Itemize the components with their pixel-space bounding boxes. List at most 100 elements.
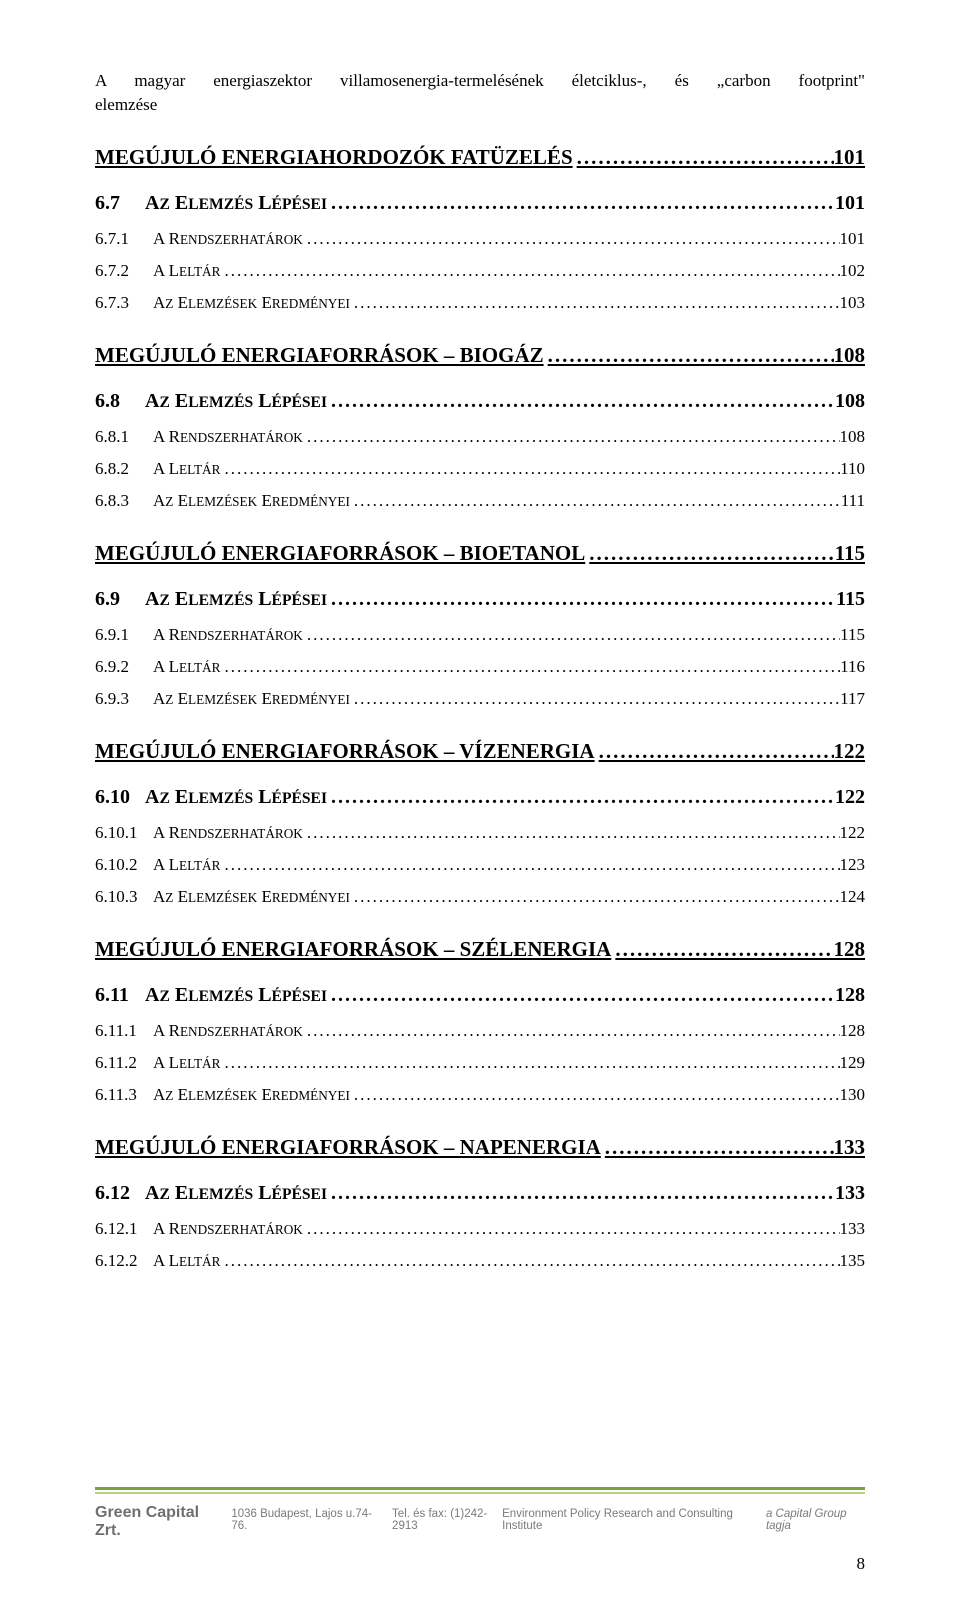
toc-number: 6.11 xyxy=(95,984,145,1007)
toc-number: 6.10.1 xyxy=(95,823,153,843)
toc-page-number: 135 xyxy=(840,1251,866,1271)
toc-page-number: 133 xyxy=(840,1219,866,1239)
toc-number: 6.7.1 xyxy=(95,229,153,249)
toc-page-number: 115 xyxy=(840,625,865,645)
toc-label: MEGÚJULÓ ENERGIAFORRÁSOK – NAPENERGIA xyxy=(95,1135,601,1160)
toc-title: A leltár xyxy=(153,1251,220,1270)
toc-number: 6.10.2 xyxy=(95,855,153,875)
toc-number: 6.10.3 xyxy=(95,887,153,907)
toc-leader-dots xyxy=(303,823,840,843)
page-number: 8 xyxy=(857,1554,866,1574)
toc-leader-dots xyxy=(220,1251,839,1271)
toc-subsection: 6.8.2A leltár 110 xyxy=(95,459,865,479)
toc-label: 6.7Az elemzés lépései xyxy=(95,192,327,215)
toc-page-number: 130 xyxy=(840,1085,866,1105)
toc-leader-dots xyxy=(327,588,836,611)
footer-text-line: Green Capital Zrt. 1036 Budapest, Lajos … xyxy=(95,1504,865,1540)
toc-page-number: 101 xyxy=(835,192,865,215)
toc-label: 6.8.1A rendszerhatárok xyxy=(95,427,303,447)
toc-leader-dots xyxy=(327,786,835,809)
toc-page-number: 116 xyxy=(840,657,865,677)
toc-number: 6.11.1 xyxy=(95,1021,153,1041)
toc-label: 6.11Az elemzés lépései xyxy=(95,984,327,1007)
toc-leader-dots xyxy=(220,1053,839,1073)
toc-number: 6.11.3 xyxy=(95,1085,153,1105)
toc-leader-dots xyxy=(585,541,834,566)
toc-subsection: 6.10.1A rendszerhatárok 122 xyxy=(95,823,865,843)
toc-leader-dots xyxy=(220,261,839,281)
toc-leader-dots xyxy=(303,625,840,645)
toc-page-number: 110 xyxy=(840,459,865,479)
toc-heading: MEGÚJULÓ ENERGIAFORRÁSOK – BIOGÁZ 108 xyxy=(95,343,865,368)
footer-tel: Tel. és fax: (1)242-2913 xyxy=(392,1508,502,1532)
toc-leader-dots xyxy=(611,937,833,962)
toc-page-number: 111 xyxy=(841,491,865,511)
toc-leader-dots xyxy=(303,1021,840,1041)
toc-subsection: 6.12.1A rendszerhatárok 133 xyxy=(95,1219,865,1239)
toc-subsection: 6.10.3Az elemzések eredményei124 xyxy=(95,887,865,907)
toc-label: 6.7.1A rendszerhatárok xyxy=(95,229,303,249)
toc-leader-dots xyxy=(220,657,840,677)
toc-number: 6.9.1 xyxy=(95,625,153,645)
toc-label: 6.11.2A leltár xyxy=(95,1053,220,1073)
toc-label: MEGÚJULÓ ENERGIAFORRÁSOK – VÍZENERGIA xyxy=(95,739,595,764)
toc-title: Az elemzés lépései xyxy=(145,1182,327,1204)
toc-number: 6.12.2 xyxy=(95,1251,153,1271)
toc-leader-dots xyxy=(303,427,840,447)
toc-number: 6.12.1 xyxy=(95,1219,153,1239)
toc-title: Az elemzés lépései xyxy=(145,588,327,610)
toc-number: 6.9.3 xyxy=(95,689,153,709)
toc-leader-dots xyxy=(327,984,835,1007)
toc-leader-dots xyxy=(544,343,834,368)
toc-number: 6.11.2 xyxy=(95,1053,153,1073)
toc-page-number: 122 xyxy=(840,823,866,843)
toc-title: A rendszerhatárok xyxy=(153,823,303,842)
toc-page-number: 101 xyxy=(834,145,866,170)
toc-section: 6.10Az elemzés lépései122 xyxy=(95,786,865,809)
toc-title: A leltár xyxy=(153,657,220,676)
toc-subsection: 6.7.2A leltár102 xyxy=(95,261,865,281)
running-header-line2: elemzése xyxy=(95,95,865,115)
toc-title: Az elemzések eredményei xyxy=(153,1085,350,1104)
toc-leader-dots xyxy=(350,887,840,907)
toc-subsection: 6.8.1A rendszerhatárok108 xyxy=(95,427,865,447)
toc-page-number: 133 xyxy=(835,1182,865,1205)
toc-number: 6.7.2 xyxy=(95,261,153,281)
toc-leader-dots xyxy=(220,459,840,479)
toc-number: 6.9 xyxy=(95,588,145,611)
toc-number: 6.8.1 xyxy=(95,427,153,447)
toc-leader-dots xyxy=(595,739,834,764)
toc-page-number: 128 xyxy=(840,1021,866,1041)
toc-label: MEGÚJULÓ ENERGIAFORRÁSOK – SZÉLENERGIA xyxy=(95,937,611,962)
toc-title: A rendszerhatárok xyxy=(153,625,303,644)
page-footer: Green Capital Zrt. 1036 Budapest, Lajos … xyxy=(0,1487,960,1540)
toc-label: 6.10.1A rendszerhatárok xyxy=(95,823,303,843)
toc-number: 6.7 xyxy=(95,192,145,215)
toc-page-number: 122 xyxy=(835,786,865,809)
toc-title: Az elemzés lépései xyxy=(145,192,327,214)
page: A magyar energiaszektor villamosenergia-… xyxy=(0,0,960,1600)
toc-subsection: 6.9.2A leltár116 xyxy=(95,657,865,677)
toc-subsection: 6.8.3Az elemzések eredményei111 xyxy=(95,491,865,511)
footer-institute: Environment Policy Research and Consulti… xyxy=(502,1508,752,1532)
toc-section: 6.7Az elemzés lépései 101 xyxy=(95,192,865,215)
toc-title: Az elemzések eredményei xyxy=(153,689,350,708)
toc-subsection: 6.11.2A leltár129 xyxy=(95,1053,865,1073)
toc-title: A rendszerhatárok xyxy=(153,1219,303,1238)
toc-subsection: 6.9.1A rendszerhatárok 115 xyxy=(95,625,865,645)
toc-label: 6.8Az elemzés lépései xyxy=(95,390,327,413)
toc-page-number: 101 xyxy=(840,229,866,249)
footer-member: a Capital Group tagja xyxy=(766,1508,865,1532)
toc-page-number: 108 xyxy=(834,343,866,368)
toc-label: 6.8.2A leltár xyxy=(95,459,220,479)
toc-page-number: 117 xyxy=(840,689,865,709)
toc-page-number: 102 xyxy=(840,261,866,281)
toc-subsection: 6.11.3Az elemzések eredményei 130 xyxy=(95,1085,865,1105)
toc-page-number: 128 xyxy=(834,937,866,962)
toc-leader-dots xyxy=(303,1219,840,1239)
toc-title: Az elemzések eredményei xyxy=(153,491,350,510)
toc-page-number: 128 xyxy=(835,984,865,1007)
running-header-line1: A magyar energiaszektor villamosenergia-… xyxy=(95,70,865,93)
toc-label: MEGÚJULÓ ENERGIAFORRÁSOK – BIOGÁZ xyxy=(95,343,544,368)
toc-leader-dots xyxy=(327,1182,835,1205)
